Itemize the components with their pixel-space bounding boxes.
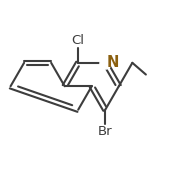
Text: N: N (107, 55, 119, 70)
Text: Cl: Cl (72, 34, 85, 47)
Text: Br: Br (98, 125, 113, 138)
